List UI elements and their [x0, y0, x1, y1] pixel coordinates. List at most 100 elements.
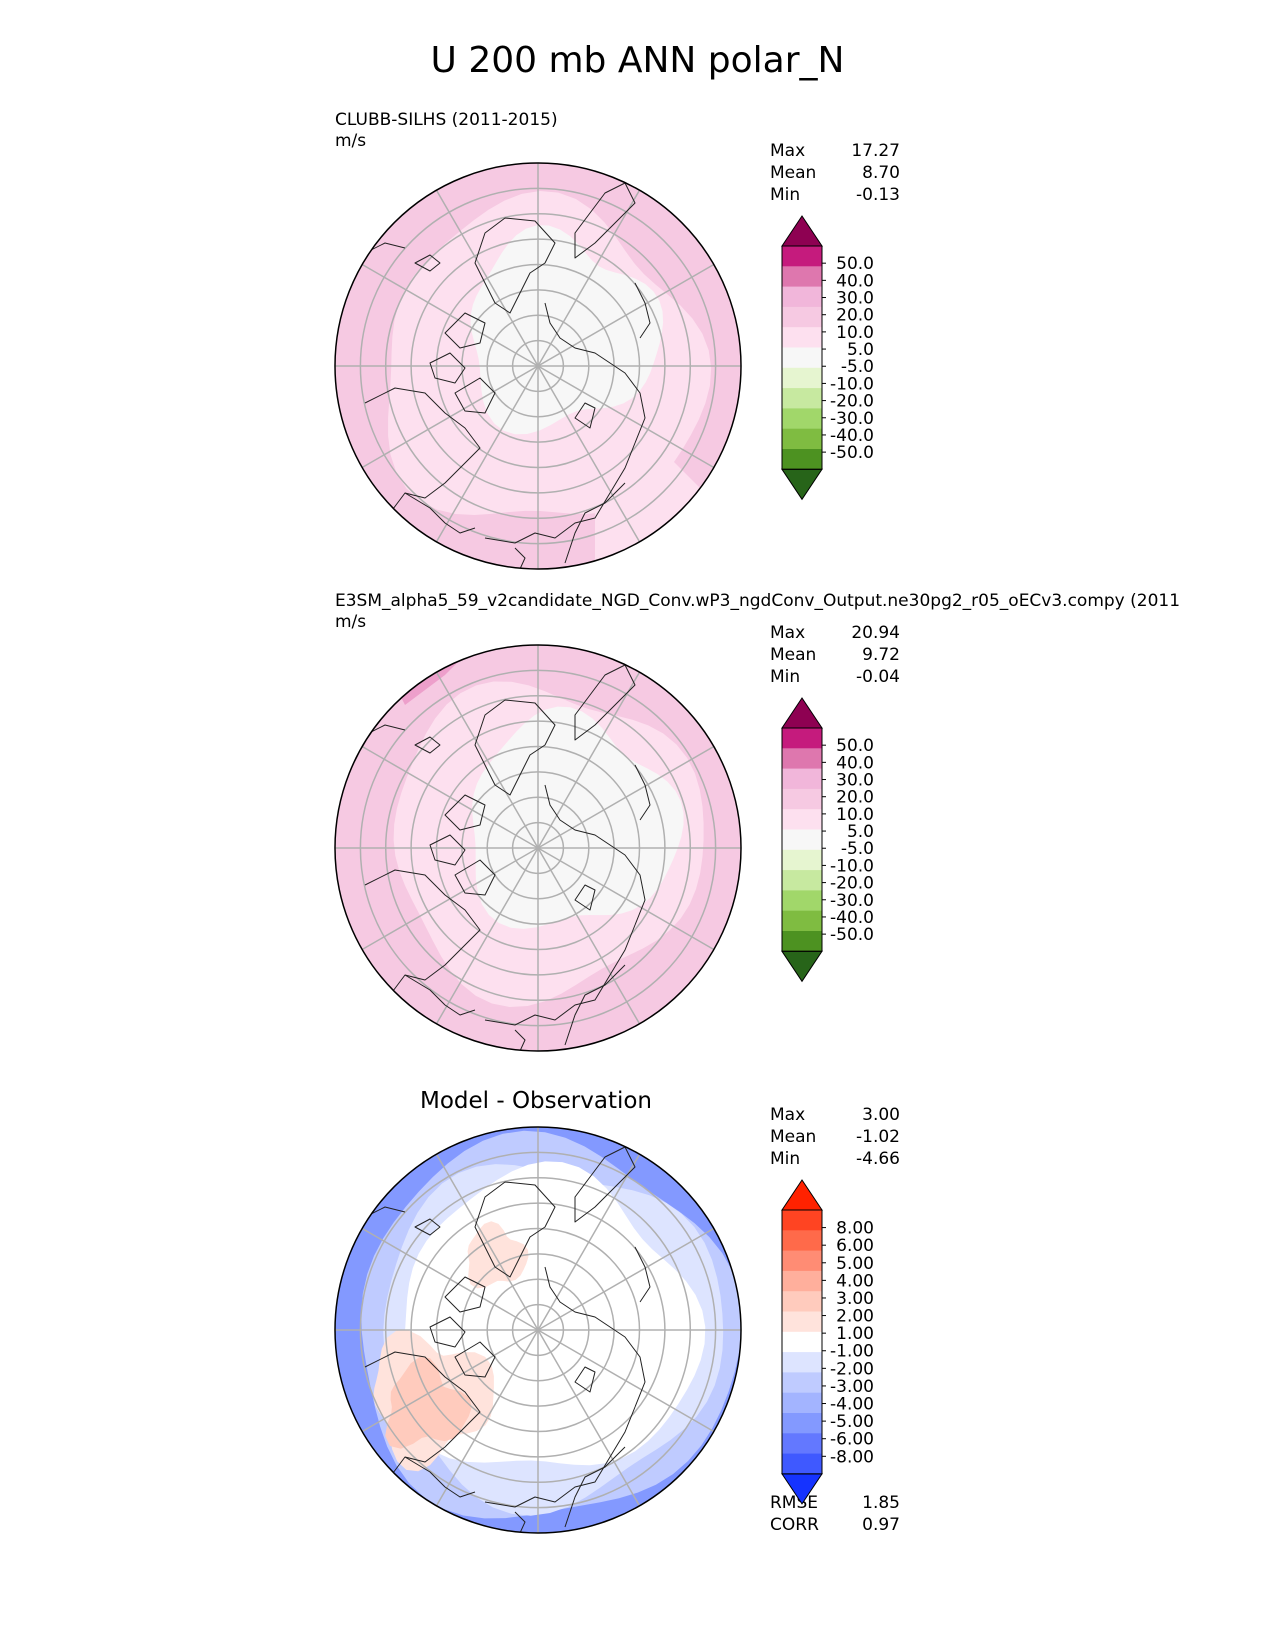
colorbar-segment	[782, 246, 822, 267]
colorbar-tick-label: -2.00	[830, 1359, 874, 1379]
metric-label: CORR	[770, 1515, 819, 1535]
colorbar-segment	[782, 367, 822, 389]
colorbar-segment	[782, 1311, 822, 1333]
colorbar-tick-label: -20.0	[830, 874, 874, 894]
colorbar-tick-label: -6.00	[830, 1430, 874, 1450]
colorbar-segment	[782, 728, 822, 749]
stat-label: Max	[770, 141, 806, 161]
stat-label: Min	[770, 185, 801, 205]
map-boundary	[334, 1126, 742, 1534]
colorbar-segment	[782, 266, 822, 287]
coastline	[429, 1316, 466, 1348]
colorbar-segment	[782, 849, 822, 871]
metric-value: 0.97	[862, 1515, 900, 1535]
colorbar-tick-label: 5.0	[847, 822, 874, 842]
coastline	[634, 1246, 651, 1303]
meridian-line	[361, 1227, 715, 1433]
coastline	[364, 869, 481, 1006]
colorbar-tick-label: 3.00	[836, 1289, 874, 1309]
stat-label: Max	[770, 623, 806, 643]
colorbar-tick-label: -10.0	[830, 374, 874, 394]
coastline	[514, 1029, 526, 1051]
colorbar-segment	[782, 1230, 822, 1251]
coastline	[564, 482, 626, 564]
stat-value: 9.72	[862, 645, 900, 665]
coastline	[574, 884, 596, 911]
colorbar-segment	[782, 388, 822, 409]
stat-label: Max	[770, 1105, 806, 1125]
coastline	[514, 547, 526, 569]
colorbar-segment	[782, 890, 822, 912]
colorbar-tick-label: 2.00	[836, 1307, 874, 1327]
coastline	[454, 859, 496, 896]
coastline	[404, 1456, 476, 1498]
colorbar-segment	[782, 829, 822, 851]
colorbar-segment	[782, 428, 822, 450]
stat-label: Mean	[770, 645, 817, 665]
coastline	[429, 352, 466, 384]
coastline	[444, 794, 486, 831]
polar-map-difference	[334, 1126, 742, 1534]
coastline	[414, 736, 441, 754]
coastline	[484, 1406, 636, 1508]
panel-title-difference: Model - Observation	[419, 1088, 653, 1114]
colorbar-segment	[782, 1331, 822, 1353]
stat-value: 8.70	[862, 163, 900, 183]
metric-value: 1.85	[862, 1493, 900, 1513]
colorbar-segment	[782, 449, 822, 470]
coastline	[454, 1341, 496, 1378]
colorbar-tick-label: 30.0	[836, 771, 874, 791]
colorbar-tick-label: 6.00	[836, 1236, 874, 1256]
colorbar-tick-label: -30.0	[830, 891, 874, 911]
colorbar-tick-label: -5.00	[830, 1412, 874, 1432]
colorbar-tick-label: 10.0	[836, 323, 874, 343]
stat-label: Min	[770, 667, 801, 687]
colorbar-tick-label: 40.0	[836, 753, 874, 773]
colorbar-segment	[782, 1433, 822, 1454]
map-field	[335, 1127, 741, 1533]
colorbar-tick-label: 5.0	[847, 340, 874, 360]
coastline	[414, 254, 441, 272]
colorbar-segment	[782, 306, 822, 328]
map-field	[335, 645, 741, 1051]
panel-title-reference: E3SM_alpha5_59_v2candidate_NGD_Conv.wP3_…	[335, 591, 1180, 633]
coastline	[474, 699, 556, 796]
panel-title-line1: CLUBB-SILHS (2011-2015)	[335, 110, 558, 130]
colorbar-outline	[781, 1209, 823, 1475]
polar-map-reference	[334, 644, 742, 1052]
stat-label: Mean	[770, 1127, 817, 1147]
map-boundary	[334, 644, 742, 1052]
coastline	[429, 834, 466, 866]
colorbar-segment	[782, 1291, 822, 1312]
colorbar-tick-label: 30.0	[836, 289, 874, 309]
colorbar-extend-min	[781, 950, 823, 983]
colorbar-outline	[781, 727, 823, 952]
colorbar-extend-max	[781, 1179, 823, 1211]
colorbar-segment	[782, 1413, 822, 1434]
colorbar-tick-label: 50.0	[836, 736, 874, 756]
colorbar-tick-label: 10.0	[836, 805, 874, 825]
coastline	[564, 1446, 626, 1528]
colorbar-outline	[781, 245, 823, 470]
colorbar-reference: 50.040.030.020.010.05.0-5.0-10.0-20.0-30…	[781, 697, 874, 983]
colorbar-segment	[782, 870, 822, 891]
coastline	[454, 377, 496, 414]
stat-label: Min	[770, 1149, 801, 1169]
colorbar-tick-label: -1.00	[830, 1342, 874, 1362]
stat-value: 17.27	[851, 141, 900, 161]
colorbar-segment	[782, 931, 822, 952]
stats-reference: Max 20.94 Mean 9.72 Min -0.04	[770, 622, 900, 688]
colorbar-tick-label: -50.0	[830, 443, 874, 463]
panel-units: m/s	[335, 612, 367, 632]
colorbar-segment	[782, 1352, 822, 1373]
colorbar-test: 50.040.030.020.010.05.0-5.0-10.0-20.0-30…	[781, 215, 874, 501]
colorbar-tick-label: -8.00	[830, 1447, 874, 1467]
metric-label: RMSE	[770, 1493, 819, 1513]
colorbar-tick-label: -4.00	[830, 1395, 874, 1415]
colorbar-segment	[782, 768, 822, 790]
colorbar-tick-label: -50.0	[830, 925, 874, 945]
coastline	[444, 1276, 486, 1313]
colorbar-tick-label: 40.0	[836, 271, 874, 291]
coastline	[474, 217, 556, 314]
stat-value: -0.04	[856, 667, 900, 687]
